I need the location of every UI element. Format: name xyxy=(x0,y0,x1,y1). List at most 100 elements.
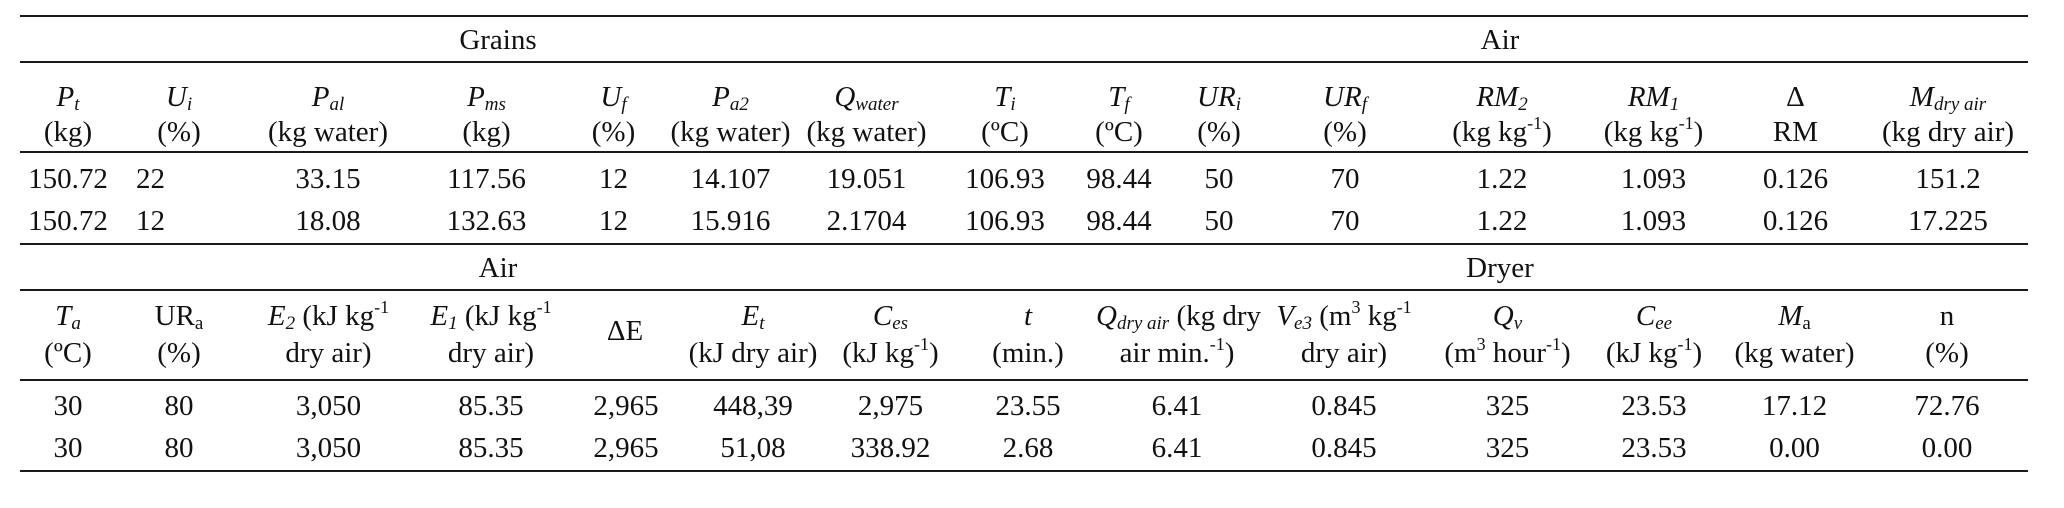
col-ta: Ta xyxy=(55,300,81,334)
unit-tf: (ºC) xyxy=(1095,116,1143,148)
table-row: 150.72 12 18.08 132.63 12 15.916 2.1704 … xyxy=(20,202,2028,240)
cell: 117.56 xyxy=(447,163,526,195)
cell: 50 xyxy=(1204,205,1234,237)
cell: 3,050 xyxy=(295,432,362,464)
unit-pms: (kg) xyxy=(462,116,511,148)
unit-qv: (m3 hour-1) xyxy=(1444,334,1571,369)
unit-ui: (%) xyxy=(157,116,201,148)
cell: 51,08 xyxy=(720,432,786,464)
column-header-line2: (ºC) (%) dry air) dry air) (kJ dry air) … xyxy=(20,335,2028,372)
unit-urf: (%) xyxy=(1323,116,1367,148)
cell: 150.72 xyxy=(28,205,108,237)
table-row: 30 80 3,050 85.35 2,965 51,08 338.92 2.6… xyxy=(20,429,2028,467)
column-header-line1: Ta URa E2 (kJ kg-1 E1 (kJ kg-1 Et Ces t … xyxy=(20,298,2028,335)
col-pa2: Pa2 xyxy=(712,81,749,115)
column-header-units: (kg) (%) (kg water) (kg) (%) (kg water) … xyxy=(20,114,2028,151)
cell: 14.107 xyxy=(690,163,771,195)
unit-ura: (%) xyxy=(157,337,201,369)
group-header-air: Air xyxy=(1480,24,1520,56)
cell: 30 xyxy=(53,390,83,422)
col-delta-e: ΔE xyxy=(606,315,644,347)
unit-t: (min.) xyxy=(992,337,1064,369)
unit-qwater: (kg water) xyxy=(806,116,927,148)
cell: 1.22 xyxy=(1476,163,1528,195)
col-rm2: RM2 xyxy=(1476,81,1528,115)
top-table-bottom-rule xyxy=(20,243,2028,245)
col-pms: Pms xyxy=(467,81,506,115)
cell: 72.76 xyxy=(1914,390,1980,422)
col-ma: Ma xyxy=(1778,300,1811,334)
col-ve3: Ve3 (m3 kg-1 xyxy=(1276,297,1412,334)
cell: 70 xyxy=(1330,163,1360,195)
unit-cee: (kJ kg-1) xyxy=(1605,334,1703,369)
cell: 132.63 xyxy=(446,205,527,237)
unit-ces: (kJ kg-1) xyxy=(842,334,939,369)
cell: 338.92 xyxy=(850,432,931,464)
col-ti: Ti xyxy=(994,81,1016,115)
group-header-air-bottom: Air xyxy=(478,252,518,284)
col-ui: Ui xyxy=(165,81,193,115)
unit-uf: (%) xyxy=(591,116,636,148)
cell: 106.93 xyxy=(965,163,1045,195)
cell: 15.916 xyxy=(690,205,771,237)
cell: 98.44 xyxy=(1086,205,1152,237)
col-delta-rm: Δ xyxy=(1786,81,1805,113)
cell: 2.68 xyxy=(1002,432,1054,464)
cell: 19.051 xyxy=(826,163,907,195)
unit-qdry-air: air min.-1) xyxy=(1119,334,1235,369)
group-header-rule-bottom xyxy=(20,289,2028,291)
unit-pt: (kg) xyxy=(43,116,93,148)
header-rule-bottom xyxy=(20,379,2028,381)
cell: 17.12 xyxy=(1761,390,1828,422)
cell: 23.53 xyxy=(1621,432,1687,464)
col-uri: URi xyxy=(1197,81,1241,115)
table-row: 30 80 3,050 85.35 2,965 448,39 2,975 23.… xyxy=(20,387,2028,425)
col-e1: E1 (kJ kg-1 xyxy=(430,297,552,334)
cell: 0.126 xyxy=(1762,205,1829,237)
unit-pal: (kg water) xyxy=(268,116,388,148)
col-mdry-air: Mdry air xyxy=(1909,81,1987,115)
cell: 0.845 xyxy=(1311,432,1377,464)
unit-ta: (ºC) xyxy=(44,337,92,369)
cell: 1.093 xyxy=(1620,205,1687,237)
cell: 30 xyxy=(53,432,83,464)
unit-e2: dry air) xyxy=(285,337,372,369)
cell: 12 xyxy=(599,163,628,195)
unit-n: (%) xyxy=(1925,337,1969,369)
cell: 0.00 xyxy=(1921,432,1973,464)
group-header-dryer: Dryer xyxy=(1466,252,1534,284)
unit-pa2: (kg water) xyxy=(670,116,791,148)
cell: 106.93 xyxy=(965,205,1045,237)
cell: 23.55 xyxy=(995,390,1061,422)
unit-ve3: dry air) xyxy=(1300,337,1388,369)
cell: 2,965 xyxy=(593,390,659,422)
cell: 325 xyxy=(1485,432,1530,464)
unit-ma: (kg water) xyxy=(1734,337,1855,369)
col-cee: Cee xyxy=(1635,300,1673,334)
col-tf: Tf xyxy=(1108,81,1130,115)
cell: 150.72 xyxy=(28,163,108,195)
unit-mdry-air: (kg dry air) xyxy=(1881,116,2015,148)
col-et: Et xyxy=(741,300,765,334)
top-rule xyxy=(20,15,2028,17)
group-header-grains: Grains xyxy=(459,24,537,56)
cell: 6.41 xyxy=(1151,432,1203,464)
col-e2: E2 (kJ kg-1 xyxy=(267,297,390,334)
cell: 70 xyxy=(1330,205,1360,237)
col-qv: Qv xyxy=(1492,300,1523,334)
cell: 50 xyxy=(1204,163,1234,195)
cell: 80 xyxy=(164,432,194,464)
col-uf: Uf xyxy=(600,81,627,115)
cell: 325 xyxy=(1485,390,1530,422)
col-pt: Pt xyxy=(56,81,80,115)
col-ura: URa xyxy=(154,300,204,334)
cell: 2.1704 xyxy=(826,205,907,237)
unit-delta-rm: RM xyxy=(1772,116,1819,148)
cell: 33.15 xyxy=(295,163,361,195)
bottom-rule xyxy=(20,470,2028,472)
col-n: n xyxy=(1939,300,1955,332)
unit-rm2: (kg kg-1) xyxy=(1452,113,1552,148)
cell: 6.41 xyxy=(1151,390,1203,422)
cell: 18.08 xyxy=(295,205,361,237)
table-row: 150.72 22 33.15 117.56 12 14.107 19.051 … xyxy=(20,160,2028,198)
